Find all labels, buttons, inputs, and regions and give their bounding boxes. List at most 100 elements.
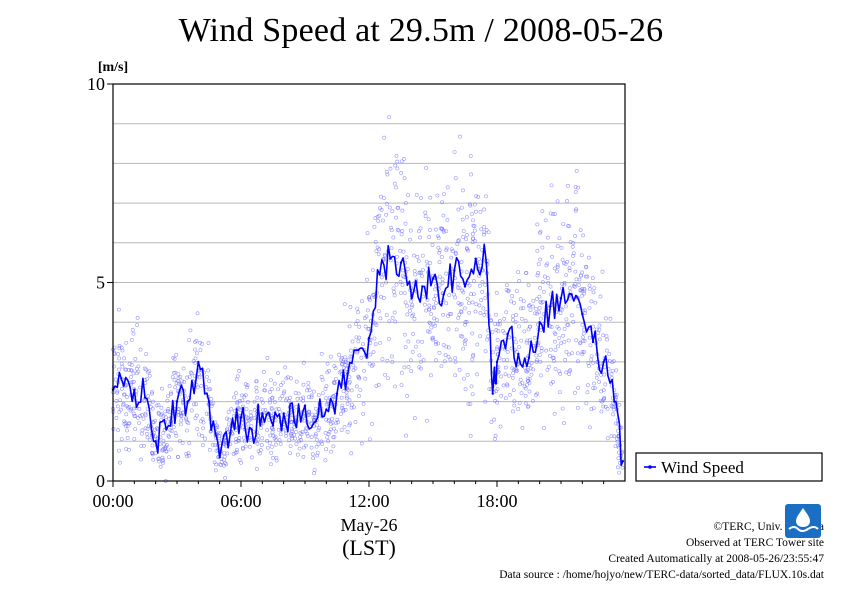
sample-point [142,366,147,371]
sample-point [525,369,530,374]
sample-point [511,371,516,375]
sample-point [463,320,468,325]
sample-point [402,157,406,161]
sample-point [178,375,183,379]
sample-point [114,399,119,403]
sample-point [423,214,428,219]
sample-point [233,451,238,456]
sample-point [394,153,399,158]
sample-point [562,280,567,285]
sample-point [154,403,159,408]
data-point [463,285,467,288]
sample-point [401,249,406,254]
legend-box [635,452,823,482]
sample-point [487,387,492,391]
sample-point [207,447,212,452]
sample-point [537,353,542,357]
sample-point [603,404,608,409]
sample-point [474,209,478,214]
data-point [133,388,136,391]
sample-point [440,200,445,205]
sample-point [466,401,471,406]
data-point [346,372,349,376]
sample-point [473,309,478,314]
sample-point [354,384,359,389]
sample-point [469,384,474,389]
sample-point [304,426,308,431]
sample-point [461,290,466,295]
sample-point [578,288,583,293]
sample-point [457,367,462,372]
sample-point [299,432,304,436]
sample-point [169,392,173,396]
sample-point [497,322,502,327]
sample-point [416,259,421,263]
sample-point [470,357,475,362]
sample-point [392,181,397,186]
sample-point [601,333,606,338]
sample-point [567,266,572,271]
sample-point [510,294,515,298]
sample-point [543,218,548,223]
sample-point [446,313,450,318]
sample-point [309,435,314,440]
sample-point [214,462,219,467]
sample-point [427,303,432,308]
sample-point [474,194,479,199]
sample-point [361,402,366,406]
sample-point [597,327,602,332]
sample-point [201,426,205,431]
sample-point [578,341,582,346]
sample-point [582,288,587,293]
sample-point [117,409,122,414]
sample-point [482,207,487,212]
sample-points [111,115,625,483]
sample-point [370,421,374,426]
sample-point [444,344,449,349]
sample-point [234,450,239,455]
sample-point [365,277,369,282]
sample-point [385,358,390,363]
sample-point [309,395,314,400]
sample-point [118,398,122,403]
sample-point [151,399,155,404]
sample-point [570,244,575,249]
sample-point [332,364,337,368]
sample-point [389,354,394,359]
sample-point [143,426,148,431]
sample-point [132,414,137,418]
sample-point [117,448,121,453]
sample-point [116,428,120,432]
sample-point [431,321,436,326]
sample-point [287,399,292,404]
sample-point [208,387,213,392]
sample-point [122,356,127,361]
sample-point [261,407,265,412]
sample-point [319,351,324,356]
sample-point [592,286,597,291]
sample-point [427,330,432,334]
sample-point [186,453,191,458]
sample-point [153,434,158,439]
sample-point [612,434,617,439]
sample-point [301,382,306,387]
sample-point [567,286,572,290]
sample-point [301,360,306,365]
sample-point [406,339,411,344]
sample-point [402,291,407,296]
sample-point [117,346,122,350]
sample-point [572,284,577,289]
sample-point [584,401,589,406]
sample-point [426,217,431,222]
data-point [122,384,125,387]
sample-point [519,306,523,311]
sample-point [602,372,607,377]
sample-point [206,387,211,392]
sample-point [268,433,273,438]
sample-point [585,274,590,279]
sample-point [137,421,141,425]
sample-point [555,265,560,269]
sample-point [550,254,554,259]
sample-point [198,340,202,345]
sample-point [194,338,199,343]
